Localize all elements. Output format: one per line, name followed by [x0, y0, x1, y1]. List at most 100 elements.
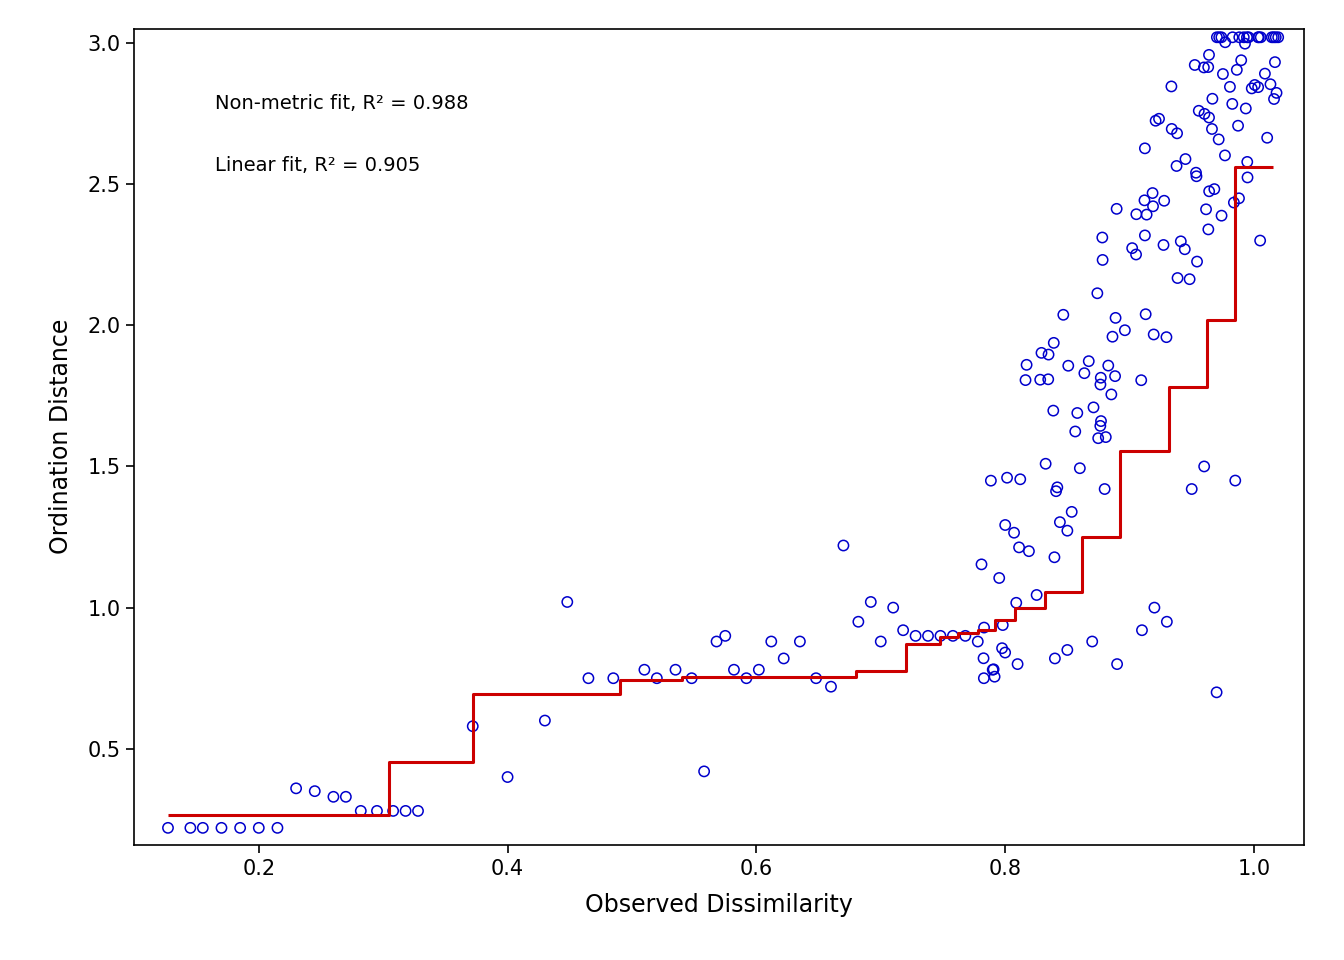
- Point: [1193, 459, 1215, 474]
- Point: [1263, 91, 1285, 107]
- Point: [1226, 62, 1247, 78]
- Point: [1090, 419, 1111, 434]
- Point: [988, 570, 1009, 586]
- Point: [1265, 55, 1286, 70]
- Point: [982, 661, 1004, 677]
- Point: [980, 473, 1001, 489]
- Point: [1047, 480, 1068, 495]
- Point: [1228, 191, 1250, 206]
- Point: [497, 769, 519, 784]
- Point: [1175, 152, 1196, 167]
- Point: [723, 662, 745, 678]
- Point: [1031, 346, 1052, 361]
- Point: [1202, 121, 1223, 136]
- Point: [1142, 185, 1164, 201]
- Point: [1148, 111, 1169, 127]
- Point: [1030, 372, 1051, 388]
- Point: [407, 804, 429, 819]
- Point: [848, 614, 870, 630]
- Point: [942, 628, 964, 643]
- Point: [1087, 430, 1109, 445]
- Point: [335, 789, 356, 804]
- Point: [917, 628, 938, 643]
- Point: [1167, 271, 1188, 286]
- Point: [715, 628, 737, 643]
- Y-axis label: Ordination Distance: Ordination Distance: [50, 319, 74, 555]
- Point: [833, 538, 855, 553]
- Point: [1266, 85, 1288, 101]
- Point: [1193, 107, 1215, 122]
- Point: [1134, 141, 1156, 156]
- Point: [1257, 130, 1278, 145]
- Point: [1208, 30, 1230, 45]
- Point: [1238, 30, 1259, 45]
- Point: [1219, 79, 1241, 94]
- Point: [1145, 113, 1167, 129]
- Point: [1068, 461, 1090, 476]
- Point: [1231, 53, 1253, 68]
- Point: [1130, 372, 1152, 388]
- Point: [1019, 543, 1040, 559]
- Point: [1142, 199, 1164, 214]
- Point: [1144, 600, 1165, 615]
- Point: [973, 670, 995, 685]
- Point: [1263, 30, 1285, 45]
- Point: [1044, 651, 1066, 666]
- Point: [1188, 103, 1210, 118]
- Point: [1043, 403, 1064, 419]
- Point: [1224, 473, 1246, 489]
- Point: [773, 651, 794, 666]
- Point: [1204, 181, 1226, 197]
- Point: [1202, 91, 1223, 107]
- Point: [892, 622, 914, 637]
- Point: [1098, 358, 1120, 373]
- Point: [1046, 484, 1067, 499]
- Point: [1171, 233, 1192, 249]
- Point: [1101, 387, 1122, 402]
- Point: [1227, 118, 1249, 133]
- Point: [995, 645, 1016, 660]
- Point: [1184, 58, 1206, 73]
- Point: [366, 804, 387, 819]
- Point: [1078, 353, 1099, 369]
- Point: [968, 634, 989, 649]
- Point: [349, 804, 371, 819]
- Point: [1193, 60, 1215, 75]
- Point: [973, 651, 995, 666]
- Point: [1236, 170, 1258, 185]
- Point: [1035, 456, 1056, 471]
- Point: [1247, 80, 1269, 95]
- Point: [1167, 126, 1188, 141]
- Point: [211, 820, 233, 835]
- Point: [395, 804, 417, 819]
- Point: [1060, 504, 1082, 519]
- Point: [1050, 515, 1071, 530]
- Point: [1223, 195, 1245, 210]
- Point: [1082, 634, 1103, 649]
- Point: [1043, 335, 1064, 350]
- Point: [1091, 229, 1113, 245]
- Text: Non-metric fit, R² = 0.988: Non-metric fit, R² = 0.988: [215, 94, 469, 112]
- Point: [930, 628, 952, 643]
- Point: [1187, 253, 1208, 269]
- Point: [1121, 240, 1142, 255]
- Point: [761, 634, 782, 649]
- Point: [1214, 148, 1235, 163]
- Point: [1211, 208, 1232, 224]
- Point: [1091, 252, 1113, 268]
- Point: [1056, 642, 1078, 658]
- Point: [1259, 77, 1281, 92]
- Point: [1215, 35, 1236, 50]
- Point: [1250, 233, 1271, 249]
- Point: [383, 804, 405, 819]
- Point: [1206, 30, 1227, 45]
- Point: [1234, 36, 1255, 51]
- Point: [1250, 30, 1271, 45]
- Point: [1016, 357, 1038, 372]
- Point: [1179, 272, 1200, 287]
- Point: [1211, 30, 1232, 45]
- Point: [230, 820, 251, 835]
- Point: [883, 600, 905, 615]
- Point: [905, 628, 926, 643]
- Point: [249, 820, 270, 835]
